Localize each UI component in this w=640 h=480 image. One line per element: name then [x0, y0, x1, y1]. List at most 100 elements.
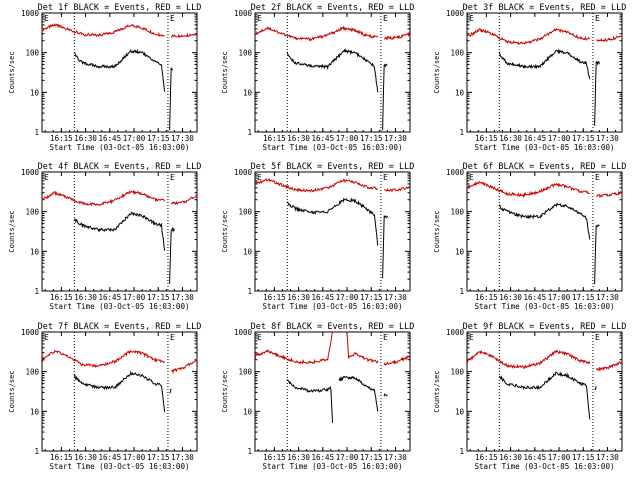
y-tick-label: 1000	[446, 9, 465, 18]
y-axis-label: Counts/sec	[8, 51, 16, 93]
y-tick-label: 10	[243, 88, 253, 97]
detector-panel-1: Det 1f BLACK = Events, RED = LLD 1 10 100 10…	[8, 3, 201, 152]
y-tick-label: 100	[25, 368, 39, 377]
event-marker-label: E	[257, 333, 262, 342]
event-marker-label: E	[170, 173, 175, 182]
lld-series-line	[595, 361, 623, 372]
x-tick-label: 16:30	[499, 134, 522, 143]
lld-series-line	[170, 32, 198, 38]
y-tick-label: 10	[30, 88, 40, 97]
y-axis-label: Counts/sec	[221, 51, 229, 93]
lld-series-line	[346, 332, 379, 364]
x-tick-label: 16:45	[99, 453, 122, 462]
detector-panel-4: Det 4f BLACK = Events, RED = LLD 1 10 100 10…	[8, 162, 201, 311]
x-tick-label: 17:00	[123, 453, 146, 462]
event-marker-label: E	[257, 14, 262, 23]
event-marker-label: E	[469, 14, 474, 23]
lld-series-line	[254, 177, 379, 194]
lld-series-line	[170, 194, 198, 205]
panel-title: Det 6f BLACK = Events, RED = LLD	[463, 162, 627, 172]
y-tick-label: 1	[34, 447, 39, 456]
lld-series-line	[596, 190, 623, 199]
y-tick-label: 100	[238, 208, 252, 217]
lld-series-line	[254, 25, 379, 42]
y-tick-label: 1	[247, 287, 252, 296]
x-axis-label: Start Time (03-Oct-05 16:03:00)	[475, 302, 615, 311]
x-tick-label: 17:15	[572, 134, 595, 143]
y-axis-label: Counts/sec	[8, 370, 16, 412]
x-tick-label: 16:30	[287, 453, 310, 462]
lld-series-line	[254, 331, 333, 365]
y-tick-label: 10	[243, 407, 253, 416]
y-tick-label: 1	[34, 128, 39, 137]
panel-title: Det 2f BLACK = Events, RED = LLD	[251, 3, 415, 13]
x-axis-label: Start Time (03-Oct-05 16:03:00)	[263, 462, 403, 471]
x-axis-label: Start Time (03-Oct-05 16:03:00)	[50, 143, 190, 152]
x-tick-label: 17:00	[336, 453, 359, 462]
event-marker-label: E	[257, 173, 262, 182]
event-marker-label: E	[469, 173, 474, 182]
plot-frame	[466, 12, 623, 133]
x-tick-label: 17:00	[548, 134, 571, 143]
event-marker-label: E	[469, 333, 474, 342]
event-marker-label: E	[170, 333, 175, 342]
event-marker-label: E	[595, 333, 600, 342]
x-tick-label: 16:15	[475, 293, 498, 302]
lld-series-line	[466, 349, 591, 369]
x-axis-label: Start Time (03-Oct-05 16:03:00)	[50, 462, 190, 471]
y-tick-label: 100	[450, 208, 464, 217]
x-axis-label: Start Time (03-Oct-05 16:03:00)	[263, 302, 403, 311]
y-tick-label: 10	[455, 88, 465, 97]
y-axis-label: Counts/sec	[433, 370, 441, 412]
lld-series-line	[466, 180, 591, 199]
x-tick-label: 16:15	[475, 453, 498, 462]
y-tick-label: 10	[30, 247, 40, 256]
y-axis-label: Counts/sec	[433, 51, 441, 93]
events-series-line	[74, 48, 166, 92]
x-axis-label: Start Time (03-Oct-05 16:03:00)	[475, 143, 615, 152]
x-tick-label: 16:30	[499, 453, 522, 462]
x-axis-label: Start Time (03-Oct-05 16:03:00)	[50, 302, 190, 311]
events-series-line	[169, 388, 172, 394]
y-tick-label: 1000	[234, 9, 253, 18]
x-tick-label: 16:45	[524, 134, 547, 143]
detector-panel-2: Det 2f BLACK = Events, RED = LLD 1 10 100 10…	[221, 3, 414, 152]
lld-series-line	[41, 189, 165, 207]
plot-frame	[254, 331, 411, 452]
x-tick-label: 16:15	[263, 134, 286, 143]
events-series-line	[169, 226, 175, 284]
x-tick-label: 16:15	[263, 453, 286, 462]
y-axis-label: Counts/sec	[8, 210, 16, 252]
y-tick-label: 1000	[446, 328, 465, 337]
y-tick-label: 100	[450, 368, 464, 377]
plot-frame	[41, 12, 198, 133]
x-tick-label: 16:30	[74, 134, 97, 143]
events-series-line	[498, 48, 591, 80]
y-tick-label: 1000	[234, 328, 253, 337]
lld-series-line	[170, 358, 198, 375]
lld-series-line	[41, 22, 165, 38]
event-marker-label: E	[44, 14, 49, 23]
events-series-line	[594, 60, 600, 126]
x-tick-label: 16:45	[524, 293, 547, 302]
events-series-line	[286, 379, 333, 423]
x-tick-label: 17:30	[171, 453, 194, 462]
lld-series-line	[595, 35, 623, 43]
x-tick-label: 17:30	[171, 293, 194, 302]
event-marker-label: E	[383, 14, 388, 23]
x-tick-label: 17:30	[596, 134, 619, 143]
detector-panel-9: Det 9f BLACK = Events, RED = LLD 1 10 100 10…	[433, 322, 626, 471]
x-tick-label: 16:15	[263, 293, 286, 302]
lld-series-line	[383, 186, 411, 192]
x-tick-label: 17:15	[147, 293, 170, 302]
y-tick-label: 1	[459, 447, 464, 456]
y-tick-label: 10	[455, 247, 465, 256]
x-tick-label: 17:30	[384, 293, 407, 302]
x-tick-label: 17:00	[336, 293, 359, 302]
panel-title: Det 5f BLACK = Events, RED = LLD	[251, 162, 415, 172]
lld-series-line	[466, 27, 590, 45]
y-tick-label: 1000	[446, 168, 465, 177]
y-tick-label: 1000	[21, 168, 40, 177]
x-tick-label: 16:15	[50, 453, 73, 462]
panel-title: Det 8f BLACK = Events, RED = LLD	[251, 322, 415, 332]
